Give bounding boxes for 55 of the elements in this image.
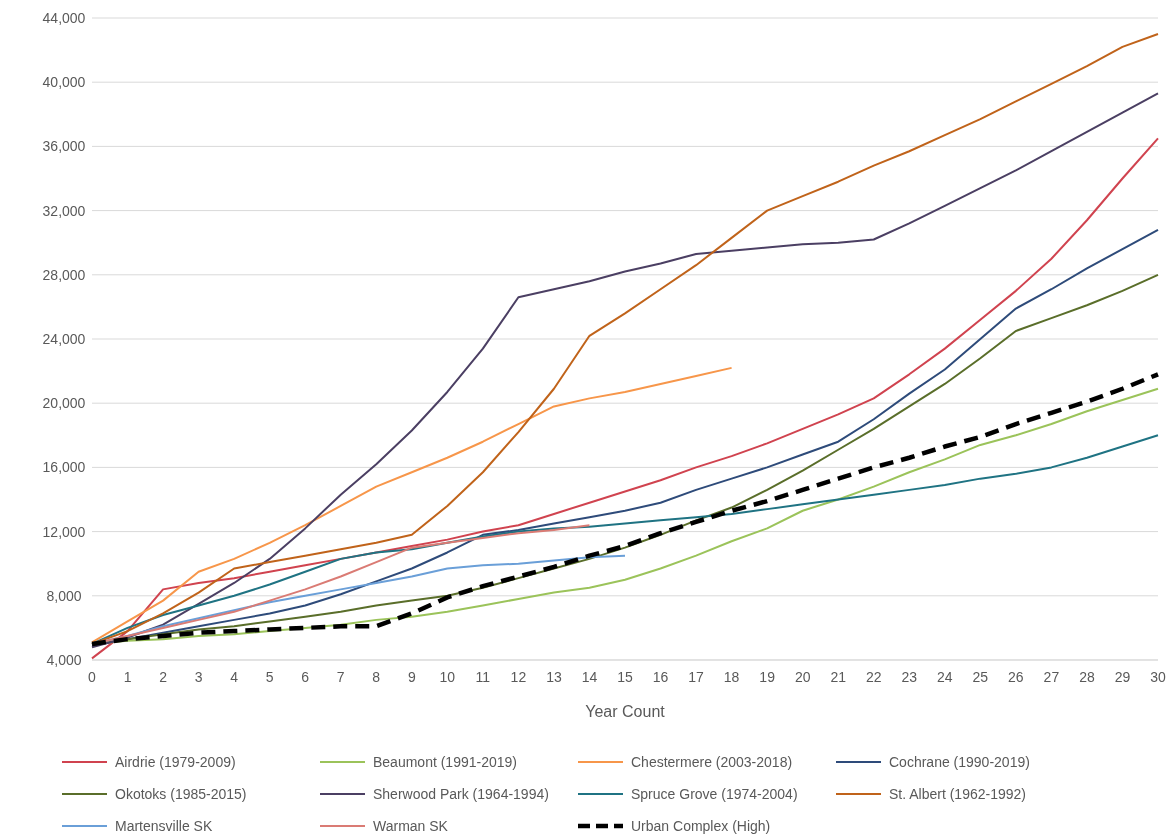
legend-label: Spruce Grove (1974-2004): [631, 785, 798, 802]
legend-label: Airdrie (1979-2009): [115, 753, 236, 770]
x-tick-label: 23: [901, 669, 918, 685]
legend-label: St. Albert (1962-1992): [889, 785, 1026, 802]
y-tick-label: 24,000: [42, 330, 86, 347]
x-tick-label: 18: [723, 669, 740, 685]
legend-label: Warman SK: [373, 817, 449, 834]
x-tick-label: 8: [372, 669, 381, 685]
y-tick-label: 20,000: [42, 395, 86, 412]
x-tick-label: 25: [972, 669, 989, 685]
x-tick-label: 0: [88, 669, 97, 685]
legend-label: Martensville SK: [115, 817, 213, 834]
x-tick-label: 28: [1079, 669, 1095, 685]
line-series: [91, 366, 733, 644]
y-tick-label: 16,000: [42, 459, 86, 476]
legend-label: Cochrane (1990-2019): [889, 753, 1030, 770]
x-tick-label: 7: [336, 669, 345, 685]
x-tick-label: 13: [546, 669, 562, 685]
legend-label: Sherwood Park (1964-1994): [373, 785, 549, 802]
x-tick-label: 26: [1008, 669, 1024, 685]
legend-label: Beaumont (1991-2019): [373, 753, 517, 770]
x-tick-label: 6: [301, 669, 310, 685]
x-tick-label: 11: [475, 669, 491, 685]
legend-label: Chestermere (2003-2018): [631, 753, 793, 770]
x-tick-label: 22: [865, 669, 882, 685]
y-tick-label: 12,000: [42, 523, 86, 540]
y-tick-label: 36,000: [42, 138, 86, 155]
x-tick-label: 30: [1150, 669, 1166, 685]
x-tick-label: 12: [510, 669, 527, 685]
y-tick-label: 28,000: [42, 266, 86, 283]
x-tick-label: 24: [937, 669, 953, 685]
legend-label: Urban Complex (High): [631, 817, 771, 834]
y-tick-label: 8,000: [46, 587, 82, 604]
x-tick-label: 17: [688, 669, 705, 685]
x-tick-label: 1: [123, 669, 132, 685]
x-tick-label: 29: [1114, 669, 1131, 685]
x-tick-label: 21: [830, 669, 847, 685]
x-tick-label: 2: [159, 669, 168, 685]
x-tick-label: 15: [617, 669, 633, 685]
y-tick-label: 4,000: [46, 651, 82, 668]
x-tick-label: 3: [194, 669, 203, 685]
x-tick-label: 4: [230, 669, 239, 685]
y-tick-label: 40,000: [42, 74, 86, 91]
x-tick-label: 14: [581, 669, 598, 685]
y-tick-label: 32,000: [42, 202, 86, 219]
x-tick-label: 27: [1043, 669, 1060, 685]
x-tick-label: 16: [652, 669, 669, 685]
x-tick-label: 10: [439, 669, 456, 685]
y-tick-label: 44,000: [42, 9, 86, 26]
x-tick-label: 19: [759, 669, 776, 685]
x-tick-label: 20: [794, 669, 811, 685]
x-tick-label: 5: [265, 669, 274, 685]
x-axis-title: Year Count: [585, 703, 666, 720]
x-tick-label: 9: [407, 669, 416, 685]
legend-label: Okotoks (1985-2015): [115, 785, 247, 802]
